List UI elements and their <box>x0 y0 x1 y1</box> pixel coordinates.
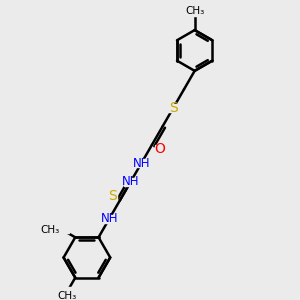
Bar <box>124 178 137 186</box>
Text: O: O <box>154 142 165 156</box>
Text: S: S <box>169 101 178 115</box>
Bar <box>107 192 117 200</box>
Bar <box>55 226 69 233</box>
Text: CH₃: CH₃ <box>58 291 77 300</box>
Bar <box>61 287 74 295</box>
Bar <box>168 104 178 112</box>
Text: CH₃: CH₃ <box>185 6 204 16</box>
Text: NH: NH <box>122 175 139 188</box>
Text: CH₃: CH₃ <box>40 225 60 235</box>
Text: NH: NH <box>133 157 150 170</box>
Bar <box>102 215 116 223</box>
Text: NH: NH <box>100 212 118 225</box>
Bar <box>155 145 164 153</box>
Bar <box>188 8 202 16</box>
Text: S: S <box>108 189 117 203</box>
Bar <box>134 160 148 167</box>
